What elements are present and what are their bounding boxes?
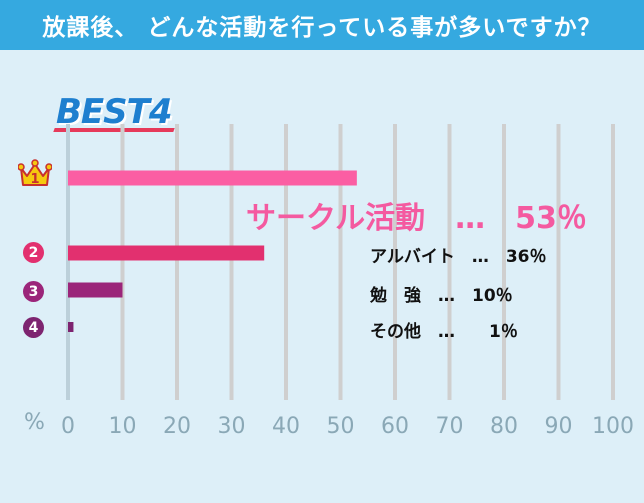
x-tick-label-70: 70 [436,414,464,439]
rank-1-number: 1 [30,172,39,187]
rank-4-badge: 4 [23,317,44,338]
bar-1 [68,170,357,186]
x-tick-label-100: 100 [592,414,634,439]
x-tick-label-90: 90 [545,414,573,439]
crown-icon: 1 [18,159,52,187]
rank-3-badge: 3 [23,281,44,302]
x-axis-unit-label: % [24,410,45,435]
rank-2-badge: 2 [23,242,44,263]
x-tick-label-60: 60 [381,414,409,439]
x-tick-label-20: 20 [163,414,191,439]
chart-title: 放課後、 どんな活動を行っている事が多いですか？ [42,15,602,41]
bar-label-3: 勉 強 … 10％ [370,286,513,306]
x-tick-label-50: 50 [327,414,355,439]
x-tick-label-80: 80 [490,414,518,439]
bar-label-2: アルバイト … 36％ [370,247,547,267]
chart-title-bar: 放課後、 どんな活動を行っている事が多いですか？ [0,0,644,50]
bar-label-1: サークル活動 … 53％ [246,201,587,236]
bar-label-4: その他 … 1％ [370,322,518,342]
x-tick-label-30: 30 [218,414,246,439]
bar-2 [68,245,265,261]
x-tick-label-10: 10 [109,414,137,439]
bar-3 [68,282,123,298]
x-tick-label-0: 0 [61,414,75,439]
bar-4 [68,322,74,332]
x-tick-label-40: 40 [272,414,300,439]
best4-badge: BEST4 [56,92,172,132]
